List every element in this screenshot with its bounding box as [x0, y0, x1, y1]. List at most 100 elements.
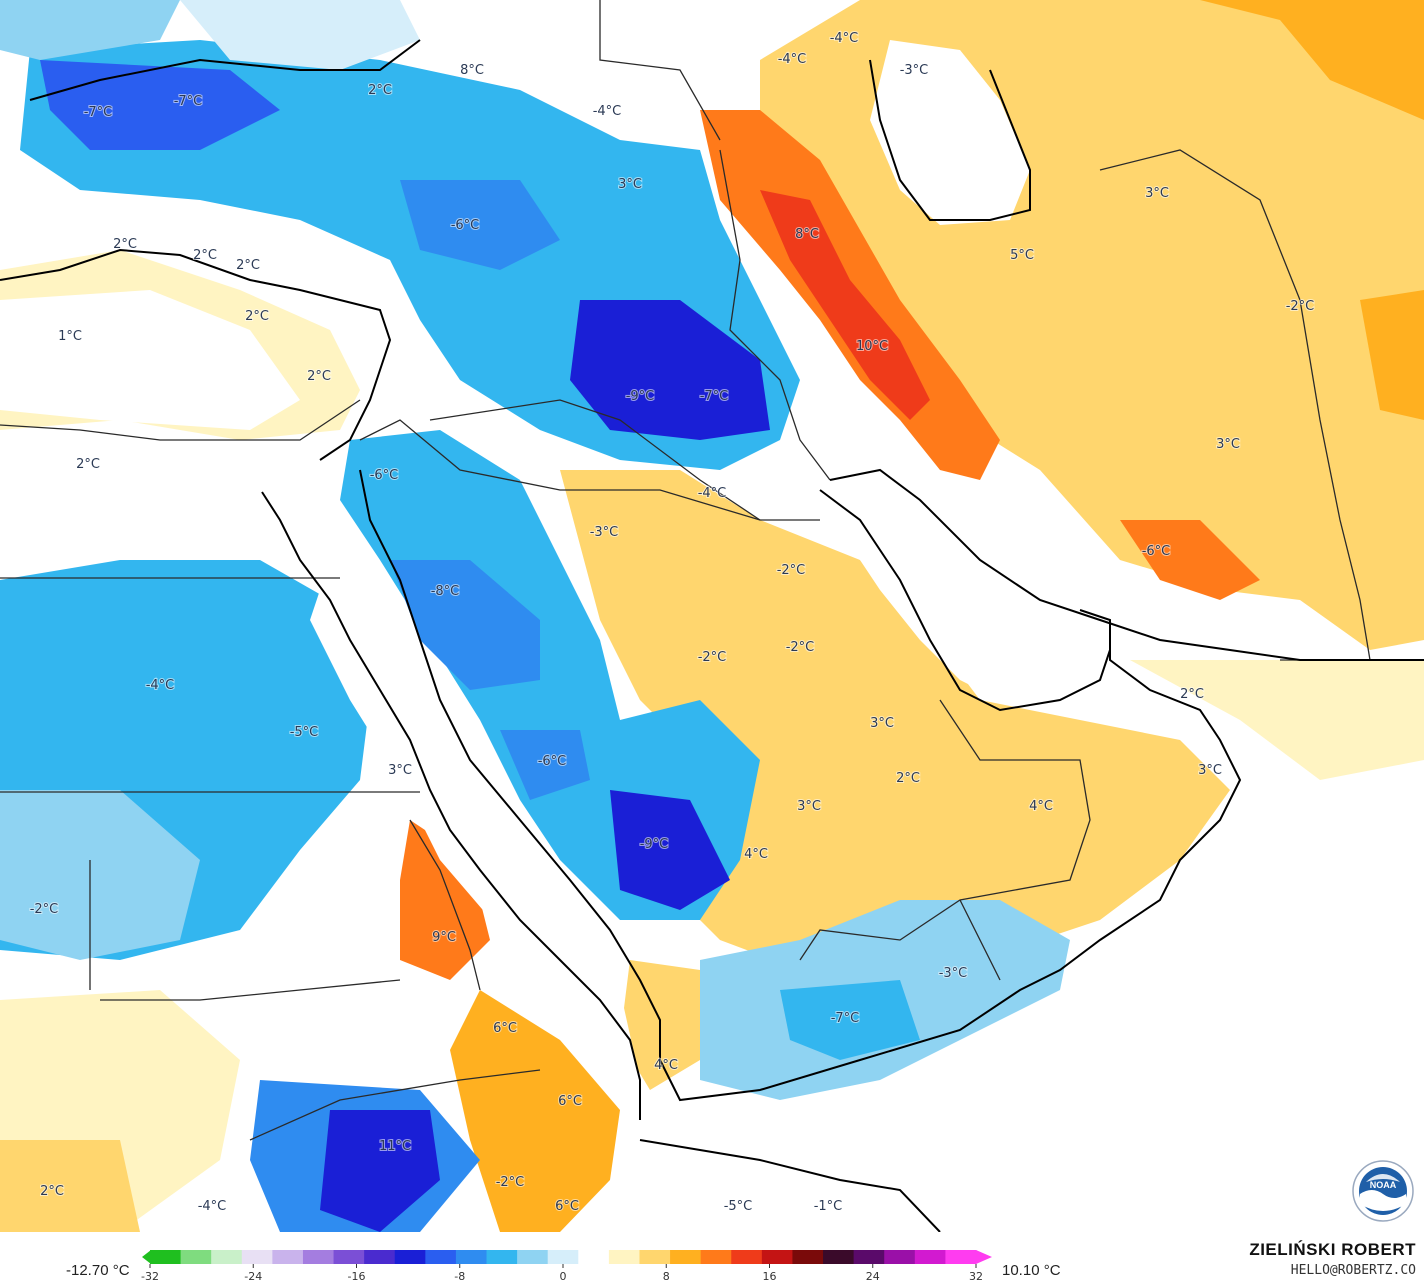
temperature-label: -6°C: [451, 218, 480, 233]
colorbar-tick-label: 32: [969, 1270, 983, 1283]
temperature-labels: -7°C -7°C 2°C 8°C -4°C -4°C -4°C -3°C 3°C 2°C 2°C 2…: [29, 30, 1316, 1215]
colorbar-right-arrow: [976, 1250, 992, 1264]
colorbar-segment: [700, 1250, 732, 1264]
colorbar-segment: [180, 1250, 212, 1264]
temperature-label: -2°C: [777, 563, 806, 578]
coastlines: [0, 39, 1424, 1232]
colorbar-segment: [517, 1250, 549, 1264]
colorbar-segment: [547, 1250, 579, 1264]
colorbar-segment: [792, 1250, 824, 1264]
colorbar-segment: [823, 1250, 855, 1264]
colorbar-segment: [333, 1250, 365, 1264]
colorbar-tick-label: 0: [560, 1270, 567, 1283]
temperature-label: -8°C: [431, 584, 460, 599]
temperature-label: -4°C: [778, 52, 807, 67]
legend-max-value: 10.10 °C: [1002, 1262, 1061, 1279]
temperature-label: 6°C: [558, 1094, 582, 1109]
temperature-label: -2°C: [496, 1175, 525, 1190]
colorbar-segment: [211, 1250, 243, 1264]
borders: [0, 0, 1424, 1141]
temperature-label: 4°C: [1029, 799, 1053, 814]
color-scale-bar: -32 -24 -16 -8 0 8 16 24 32: [141, 1250, 992, 1283]
colorbar-segment: [455, 1250, 488, 1264]
temperature-label: 3°C: [1145, 186, 1169, 201]
legend-min-value: -12.70 °C: [66, 1262, 130, 1279]
colorbar-tick-label: -32: [141, 1270, 159, 1283]
temperature-label: 4°C: [744, 847, 768, 862]
temperature-label: 4°C: [654, 1058, 678, 1073]
colorbar-segment: [241, 1250, 273, 1264]
temperature-label: 9°C: [432, 930, 456, 945]
temperature-label: 2°C: [76, 457, 100, 472]
temperature-label: 3°C: [797, 799, 821, 814]
temperature-label: 2°C: [307, 369, 331, 384]
temperature-label: -4°C: [593, 104, 622, 119]
temperature-label: -2°C: [786, 640, 815, 655]
temperature-label: -2°C: [698, 650, 727, 665]
colorbar-tick-label: 16: [763, 1270, 777, 1283]
temperature-label: 8°C: [795, 227, 819, 242]
temperature-label: 5°C: [1010, 248, 1034, 263]
author-credit: ZIELIŃSKI ROBERT: [1249, 1240, 1416, 1259]
colorbar-left-arrow: [142, 1250, 151, 1264]
colorbar-segment: [394, 1250, 426, 1264]
temperature-label: -7°C: [84, 105, 113, 120]
temperature-label: -4°C: [830, 31, 859, 46]
temperature-label: -6°C: [370, 468, 399, 483]
temperature-label: 10°C: [856, 339, 888, 354]
colorbar-segment: [425, 1250, 457, 1264]
temperature-label: -5°C: [290, 725, 319, 740]
temperature-label: 2°C: [40, 1184, 64, 1199]
temperature-label: -5°C: [724, 1199, 753, 1214]
temperature-label: -4°C: [198, 1199, 227, 1214]
temperature-label: 2°C: [1180, 687, 1204, 702]
colorbar-segment: [670, 1250, 702, 1264]
temperature-label: -9°C: [640, 837, 669, 852]
temperature-label: -7°C: [700, 389, 729, 404]
colorbar-segment: [731, 1250, 763, 1264]
temperature-label: 1°C: [58, 329, 82, 344]
colorbar-tick-label: 8: [663, 1270, 670, 1283]
colorbar-segment: [150, 1250, 182, 1264]
colorbar-tick-label: -16: [348, 1270, 366, 1283]
temperature-label: -1°C: [814, 1199, 843, 1214]
temperature-label: 11°C: [379, 1139, 411, 1154]
temperature-label: -2°C: [1286, 299, 1315, 314]
temperature-label: -6°C: [538, 754, 567, 769]
colorbar-tick-label: 24: [866, 1270, 880, 1283]
author-email: HELLO@ROBERTZ.CO: [1290, 1263, 1416, 1278]
colorbar-segment: [884, 1250, 916, 1264]
temperature-label: -9°C: [626, 389, 655, 404]
temperature-label: 3°C: [1198, 763, 1222, 778]
temperature-label: 2°C: [245, 309, 269, 324]
temperature-label: 2°C: [236, 258, 260, 273]
temperature-label: -3°C: [900, 63, 929, 78]
temperature-label: 3°C: [870, 716, 894, 731]
colorbar-segment: [302, 1250, 335, 1264]
colorbar-tick-label: -24: [244, 1270, 262, 1283]
temperature-label: 2°C: [896, 771, 920, 786]
temperature-label: 2°C: [368, 83, 392, 98]
temperature-label: -4°C: [698, 486, 727, 501]
colorbar-segment: [272, 1250, 304, 1264]
temperature-label: -3°C: [939, 966, 968, 981]
colorbar-segment: [608, 1250, 640, 1264]
temperature-label: -2°C: [30, 902, 59, 917]
colorbar-segment: [639, 1250, 671, 1264]
colorbar-segment: [761, 1250, 793, 1264]
colorbar-segment: [578, 1250, 610, 1264]
anomaly-fields: [0, 0, 1424, 1232]
temperature-label: -4°C: [146, 678, 175, 693]
temperature-label: -7°C: [174, 94, 203, 109]
colorbar-segment: [486, 1250, 518, 1264]
colorbar-segment: [914, 1250, 946, 1264]
temperature-label: -6°C: [1142, 544, 1171, 559]
temperature-label: 6°C: [555, 1199, 579, 1214]
temperature-label: -7°C: [831, 1011, 860, 1026]
colorbar-segment: [945, 1250, 977, 1264]
noaa-logo: NOAA: [1352, 1160, 1414, 1222]
temperature-anomaly-map: -7°C -7°C 2°C 8°C -4°C -4°C -4°C -3°C 3°C 2°C 2°C 2…: [0, 0, 1424, 1232]
colorbar-tick-label: -8: [454, 1270, 465, 1283]
temperature-label: 2°C: [193, 248, 217, 263]
colorbar-segment: [364, 1250, 396, 1264]
